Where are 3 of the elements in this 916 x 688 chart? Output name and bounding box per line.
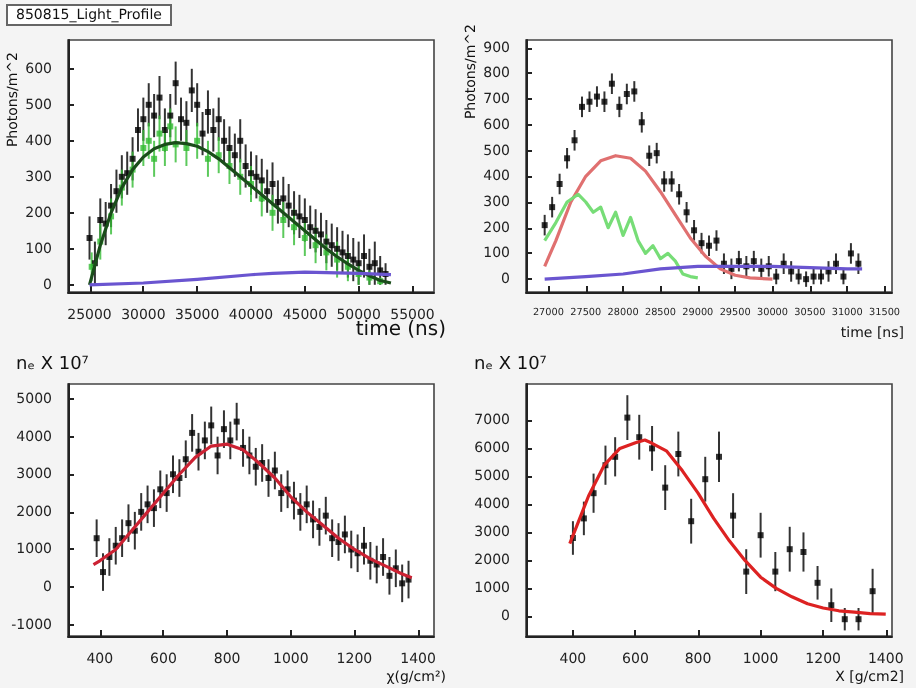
y-axis-title: nₑ X 10⁷ xyxy=(16,355,90,375)
x-axis-title: time (ns) xyxy=(355,319,447,341)
y-axis-title: nₑ X 10⁷ xyxy=(474,355,548,375)
